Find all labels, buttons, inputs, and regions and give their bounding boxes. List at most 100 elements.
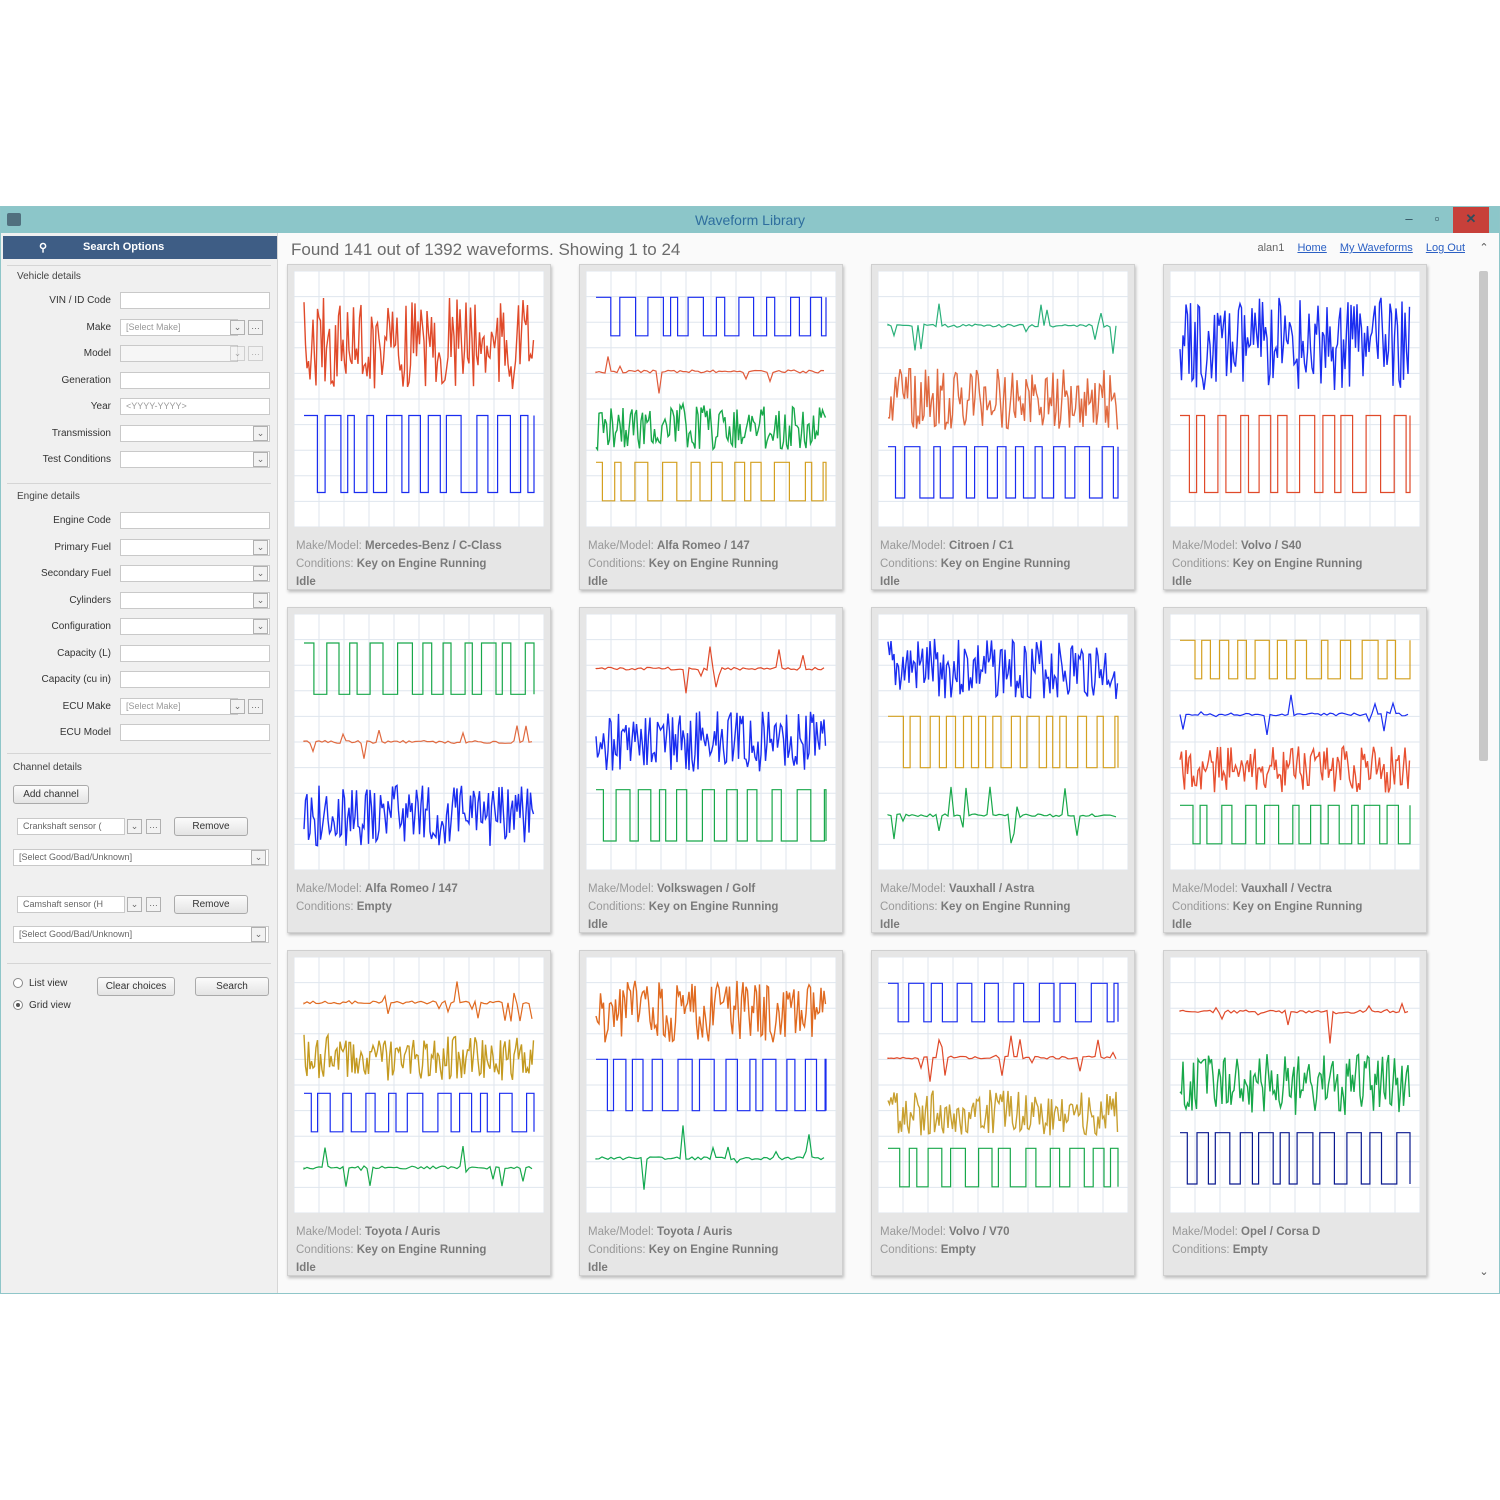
waveform-thumbnail[interactable] — [878, 957, 1128, 1213]
make-model-value: Citroen / C1 — [949, 540, 1014, 552]
transmission-select[interactable] — [120, 425, 270, 442]
conditions-value: Key on Engine Running — [648, 558, 779, 570]
ecu-make-dropdown-icon[interactable]: ⌄ — [230, 699, 245, 714]
waveform-thumbnail[interactable] — [586, 614, 836, 870]
ecu-make-select[interactable]: [Select Make] — [120, 698, 238, 715]
app-icon[interactable] — [7, 213, 21, 226]
make-model-prefix: Make/Model: — [296, 883, 362, 895]
ecu-model-input[interactable] — [120, 724, 270, 741]
make-model-prefix: Make/Model: — [1172, 1226, 1238, 1238]
waveform-thumbnail[interactable] — [1170, 957, 1420, 1213]
make-model-value: Volvo / S40 — [1241, 540, 1302, 552]
cylinders-dropdown-icon[interactable]: ⌄ — [253, 593, 268, 608]
channel-2-remove-button[interactable]: Remove — [174, 895, 248, 914]
waveform-trace — [595, 980, 827, 1043]
channel-2-quality-select[interactable]: [Select Good/Bad/Unknown] — [13, 926, 269, 943]
engine-code-input[interactable] — [120, 512, 270, 529]
waveform-thumbnail[interactable] — [294, 957, 544, 1213]
close-button[interactable]: ✕ — [1453, 207, 1489, 233]
make-model-value: Mercedes-Benz / C-Class — [365, 540, 502, 552]
make-model-prefix: Make/Model: — [296, 540, 362, 552]
year-input[interactable]: <YYYY-YYYY> — [120, 398, 270, 415]
secondary-fuel-select[interactable] — [120, 565, 270, 582]
waveform-thumbnail[interactable] — [1170, 614, 1420, 870]
channel-2-dropdown-icon[interactable]: ⌄ — [127, 897, 142, 912]
waveform-thumbnail[interactable] — [586, 271, 836, 527]
waveform-plot — [586, 957, 836, 1213]
vin-input[interactable] — [120, 292, 270, 309]
ecu-make-more-icon[interactable]: … — [248, 699, 263, 714]
channel-2-more-icon[interactable]: … — [146, 897, 161, 912]
generation-input[interactable] — [120, 372, 270, 389]
waveform-card[interactable]: Make/Model: Volkswagen / Golf Conditions:… — [579, 607, 843, 933]
channel-1-remove-button[interactable]: Remove — [174, 817, 248, 836]
waveform-thumbnail[interactable] — [878, 614, 1128, 870]
transmission-dropdown-icon[interactable]: ⌄ — [253, 426, 268, 441]
waveform-card[interactable]: Make/Model: Volvo / V70 Conditions: Empty — [871, 950, 1135, 1276]
minimize-button[interactable]: – — [1405, 211, 1413, 226]
clear-choices-button[interactable]: Clear choices — [97, 977, 175, 996]
chevron-down-icon[interactable]: ⌄ — [1479, 1266, 1489, 1278]
make-model-prefix: Make/Model: — [880, 540, 946, 552]
test-conditions-select[interactable] — [120, 451, 270, 468]
waveform-thumbnail[interactable] — [878, 271, 1128, 527]
make-model-value: Toyota / Auris — [365, 1226, 441, 1238]
waveform-card[interactable]: Make/Model: Mercedes-Benz / C-Class Condi… — [287, 264, 551, 590]
channel-1-quality-select[interactable]: [Select Good/Bad/Unknown] — [13, 849, 269, 866]
capacity-l-input[interactable] — [120, 645, 270, 662]
primary-fuel-dropdown-icon[interactable]: ⌄ — [253, 540, 268, 555]
log-out-link[interactable]: Log Out — [1425, 242, 1465, 254]
cylinders-select[interactable] — [120, 592, 270, 609]
channel-details-group: Channel details Add channel Crankshaft s… — [7, 753, 271, 964]
add-channel-button[interactable]: Add channel — [13, 785, 89, 804]
user-nav: alan1 Home My Waveforms Log Out — [1257, 242, 1465, 254]
grid-view-radio[interactable] — [13, 1000, 23, 1011]
waveform-card[interactable]: Make/Model: Toyota / Auris Conditions: Ke… — [287, 950, 551, 1276]
username: alan1 — [1257, 242, 1285, 254]
test-conditions-dropdown-icon[interactable]: ⌄ — [253, 452, 268, 467]
channel-1-more-icon[interactable]: … — [146, 819, 161, 834]
channel-2-select[interactable]: Camshaft sensor (H — [17, 896, 125, 913]
conditions-value: Key on Engine Running — [940, 558, 1071, 570]
channel-1-dropdown-icon[interactable]: ⌄ — [127, 819, 142, 834]
chevron-up-icon[interactable]: ⌃ — [1479, 242, 1489, 254]
waveform-plot — [294, 614, 544, 870]
channel-1-quality-dropdown-icon[interactable]: ⌄ — [251, 850, 266, 865]
primary-fuel-select[interactable] — [120, 539, 270, 556]
waveform-card[interactable]: Make/Model: Volvo / S40 Conditions: Key o… — [1163, 264, 1427, 590]
make-more-icon[interactable]: … — [248, 320, 263, 335]
waveform-card[interactable]: Make/Model: Citroen / C1 Conditions: Key … — [871, 264, 1135, 590]
list-view-radio[interactable] — [13, 978, 23, 989]
conditions-prefix: Conditions: — [1172, 901, 1230, 913]
channel-1-select[interactable]: Crankshaft sensor ( — [17, 818, 125, 835]
waveform-card[interactable]: Make/Model: Alfa Romeo / 147 Conditions: … — [579, 264, 843, 590]
waveform-card[interactable]: Make/Model: Vauxhall / Vectra Conditions:… — [1163, 607, 1427, 933]
make-dropdown-icon[interactable]: ⌄ — [230, 320, 245, 335]
conditions-extra: Idle — [588, 576, 608, 588]
make-model-prefix: Make/Model: — [588, 540, 654, 552]
secondary-fuel-dropdown-icon[interactable]: ⌄ — [253, 566, 268, 581]
vertical-scrollbar[interactable]: ⌃ ⌄ — [1477, 241, 1491, 1281]
home-link[interactable]: Home — [1297, 242, 1327, 254]
waveform-thumbnail[interactable] — [294, 271, 544, 527]
maximize-button[interactable]: ▫ — [1434, 211, 1440, 226]
my-waveforms-link[interactable]: My Waveforms — [1339, 242, 1413, 254]
capacity-cuin-input[interactable] — [120, 671, 270, 688]
scrollbar-thumb[interactable] — [1479, 271, 1488, 761]
conditions-value: Key on Engine Running — [1232, 901, 1363, 913]
list-view-option[interactable]: List view — [13, 978, 67, 989]
make-select[interactable]: [Select Make] — [120, 319, 238, 336]
waveform-card[interactable]: Make/Model: Opel / Corsa D Conditions: Em… — [1163, 950, 1427, 1276]
waveform-card[interactable]: Make/Model: Toyota / Auris Conditions: Ke… — [579, 950, 843, 1276]
waveform-thumbnail[interactable] — [294, 614, 544, 870]
waveform-thumbnail[interactable] — [1170, 271, 1420, 527]
pin-icon[interactable]: ⚲ — [39, 242, 48, 254]
waveform-card[interactable]: Make/Model: Alfa Romeo / 147 Conditions: … — [287, 607, 551, 933]
waveform-thumbnail[interactable] — [586, 957, 836, 1213]
waveform-card[interactable]: Make/Model: Vauxhall / Astra Conditions: … — [871, 607, 1135, 933]
grid-view-option[interactable]: Grid view — [13, 1000, 71, 1011]
search-button[interactable]: Search — [195, 977, 269, 996]
configuration-dropdown-icon[interactable]: ⌄ — [253, 619, 268, 634]
configuration-select[interactable] — [120, 618, 270, 635]
channel-2-quality-dropdown-icon[interactable]: ⌄ — [251, 927, 266, 942]
